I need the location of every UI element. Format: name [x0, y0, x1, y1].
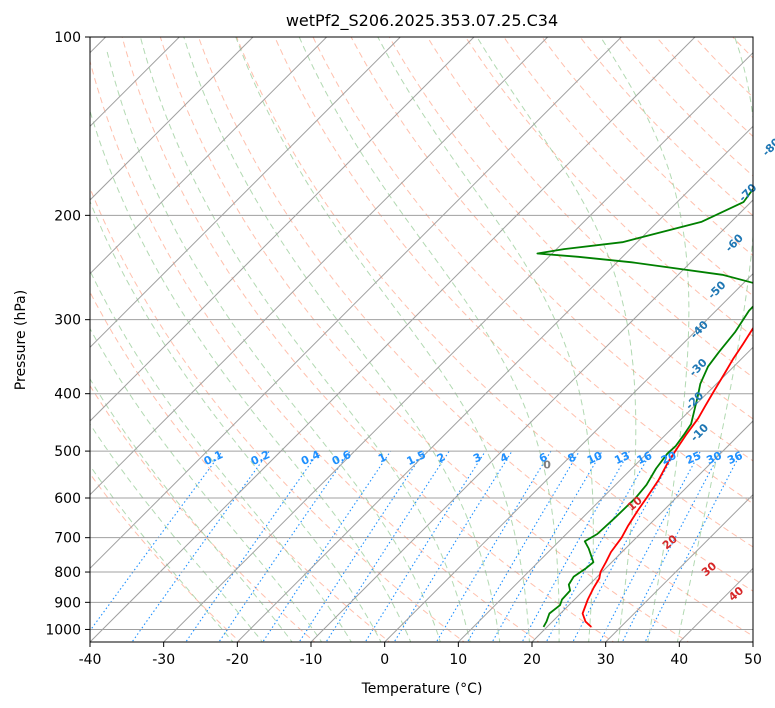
x-axis: -40 -30 -20 -10 0 10 20 30 40 50 — [79, 642, 762, 668]
x-tick-label: 20 — [523, 652, 541, 668]
dry-adiabat — [90, 186, 465, 642]
y-tick-label: 900 — [54, 595, 81, 611]
mixing-ratio-line — [621, 450, 722, 642]
dry-adiabat — [503, 37, 753, 297]
x-tick-label: -30 — [152, 652, 175, 668]
y-axis: 100 200 300 400 500 600 700 800 900 1000 — [45, 30, 90, 638]
y-tick-label: 600 — [54, 491, 81, 507]
mixing-ratio-line — [599, 450, 701, 642]
y-tick-label: 500 — [54, 444, 81, 460]
plot-frame — [89, 36, 754, 643]
x-tick-label: -10 — [300, 652, 323, 668]
isotherm-line — [531, 420, 753, 642]
dry-adiabat — [236, 37, 753, 592]
mixing-ratio-line — [572, 450, 677, 642]
dry-adiabat — [274, 37, 753, 548]
x-tick-label: 50 — [744, 652, 762, 668]
mixing-ratio-line — [185, 450, 320, 642]
isotherm-line — [604, 493, 753, 642]
dry-adiabat — [90, 291, 391, 642]
dry-adiabat — [655, 37, 753, 138]
y-tick-label: 700 — [54, 531, 81, 547]
dry-adiabat — [388, 37, 753, 420]
isotherm-line — [162, 51, 753, 642]
isotherm-line — [90, 37, 475, 422]
x-tick-label: 30 — [597, 652, 615, 668]
x-tick-label: -40 — [79, 652, 102, 668]
mixing-ratio-line — [298, 450, 425, 642]
x-tick-label: 40 — [670, 652, 688, 668]
mixing-ratio-line — [262, 450, 392, 642]
mixing-ratio-label: 36 — [725, 449, 745, 467]
x-axis-label: Temperature (°C) — [361, 681, 483, 697]
isotherm-line — [90, 37, 254, 201]
dewpoint-line — [536, 187, 753, 628]
x-tick-label: 0 — [380, 652, 389, 668]
dry-adiabat — [90, 472, 241, 642]
mixing-ratio-line — [325, 450, 450, 642]
mixing-ratio-label: 30 — [704, 449, 724, 467]
isotherm-line — [457, 346, 753, 642]
zero-isotherm-label: 0 — [543, 459, 551, 472]
y-tick-label: 1000 — [45, 622, 81, 638]
chart-title: wetPf2_S206.2025.353.07.25.C34 — [286, 11, 558, 31]
mixing-ratio-line — [393, 450, 513, 642]
isotherm-line — [383, 272, 753, 642]
dry-adiabat — [121, 37, 615, 642]
mixing-ratio-label: 25 — [684, 449, 703, 467]
moist-adiabat — [90, 378, 293, 642]
y-tick-label: 200 — [54, 208, 81, 224]
isotherm-line — [90, 37, 696, 642]
y-tick-label: 800 — [54, 565, 81, 581]
moist-adiabat — [90, 200, 382, 642]
isotherm-line — [90, 37, 402, 349]
isotherms — [90, 37, 753, 642]
isotherm-line — [310, 199, 753, 642]
isobars — [90, 37, 753, 630]
isotherm-line — [90, 37, 549, 496]
mixing-ratio-line — [218, 450, 351, 642]
mixing-ratio-line — [466, 450, 580, 642]
dry-adiabat — [312, 37, 753, 505]
mixing-ratio-label: 10 — [585, 449, 605, 467]
isotherm-line — [90, 37, 328, 275]
y-axis-label: Pressure (hPa) — [13, 290, 29, 390]
mixing-ratio-label: 16 — [635, 449, 655, 467]
x-tick-label: 10 — [449, 652, 467, 668]
dry-adiabat — [90, 59, 540, 642]
isotherm-line — [236, 125, 753, 642]
moist-adiabat — [90, 109, 412, 642]
moist-adiabat — [90, 464, 234, 642]
y-tick-label: 100 — [54, 30, 81, 46]
moist-adiabat — [90, 269, 352, 642]
mixing-ratio-line — [90, 450, 223, 632]
moist-adiabat — [90, 327, 323, 642]
sounding-series — [536, 187, 753, 628]
mixing-ratio-label: 20 — [659, 449, 679, 467]
isotherm-line — [90, 37, 623, 570]
y-tick-label: 400 — [54, 387, 81, 403]
dry-adiabat — [159, 37, 690, 642]
y-tick-label: 300 — [54, 313, 81, 329]
x-tick-label: -20 — [226, 652, 249, 668]
mixing-ratio-line — [131, 450, 270, 642]
moist-adiabat — [90, 423, 264, 642]
dry-adiabat — [541, 37, 753, 257]
mixing-ratio-label: 13 — [612, 449, 631, 467]
temperature-line — [581, 326, 753, 628]
plot-area — [90, 37, 753, 642]
